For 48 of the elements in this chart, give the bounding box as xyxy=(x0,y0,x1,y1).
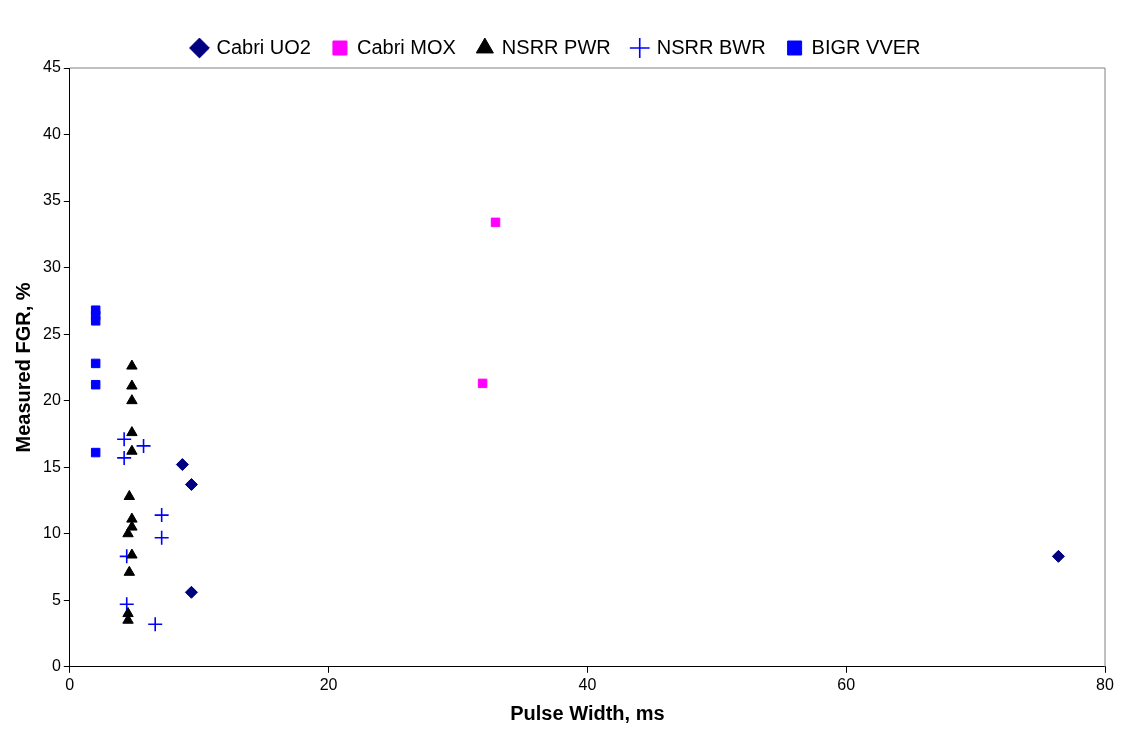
x-tick-label: 40 xyxy=(578,675,597,693)
x-tick-label: 20 xyxy=(319,675,338,693)
y-tick-label: 45 xyxy=(43,58,61,76)
y-tick-label: 25 xyxy=(43,324,61,342)
legend-label: Cabri MOX xyxy=(356,35,456,58)
point xyxy=(126,359,138,370)
point xyxy=(90,447,101,458)
y-tick-label: 30 xyxy=(43,258,61,276)
point xyxy=(477,378,488,389)
point xyxy=(135,438,152,454)
legend-label: NSRR BWR xyxy=(656,35,766,58)
point xyxy=(184,585,198,599)
point xyxy=(490,217,501,228)
point xyxy=(126,426,138,437)
point xyxy=(126,548,138,559)
y-tick-label: 40 xyxy=(43,124,61,142)
point xyxy=(90,379,101,390)
point xyxy=(184,478,198,491)
point xyxy=(153,529,170,546)
point xyxy=(126,512,138,523)
point xyxy=(126,444,138,455)
x-tick-label: 80 xyxy=(1096,675,1114,693)
point xyxy=(116,450,132,466)
y-tick-label: 20 xyxy=(43,391,61,409)
point xyxy=(90,358,101,369)
x-axis-title: Pulse Width, ms xyxy=(510,701,665,724)
y-tick-label: 5 xyxy=(51,590,61,608)
legend-label: NSRR PWR xyxy=(501,35,611,58)
y-tick-label: 15 xyxy=(43,457,61,475)
point xyxy=(123,489,136,500)
y-tick-label: 0 xyxy=(51,657,61,675)
x-tick-label: 0 xyxy=(65,675,75,693)
point xyxy=(126,394,138,405)
point xyxy=(153,507,170,523)
point xyxy=(123,565,136,576)
point xyxy=(122,527,134,538)
point xyxy=(1051,549,1065,563)
y-tick-label: 10 xyxy=(43,524,61,542)
point xyxy=(90,316,101,326)
y-tick-label: 35 xyxy=(43,191,61,209)
point xyxy=(116,431,132,448)
point xyxy=(147,616,163,633)
point xyxy=(126,379,138,390)
y-axis-title: Measured FGR, % xyxy=(11,282,34,453)
legend-label: Cabri UO2 xyxy=(216,35,311,58)
x-tick-label: 60 xyxy=(837,675,856,693)
legend-label: BIGR VVER xyxy=(811,35,921,58)
point xyxy=(175,458,189,472)
